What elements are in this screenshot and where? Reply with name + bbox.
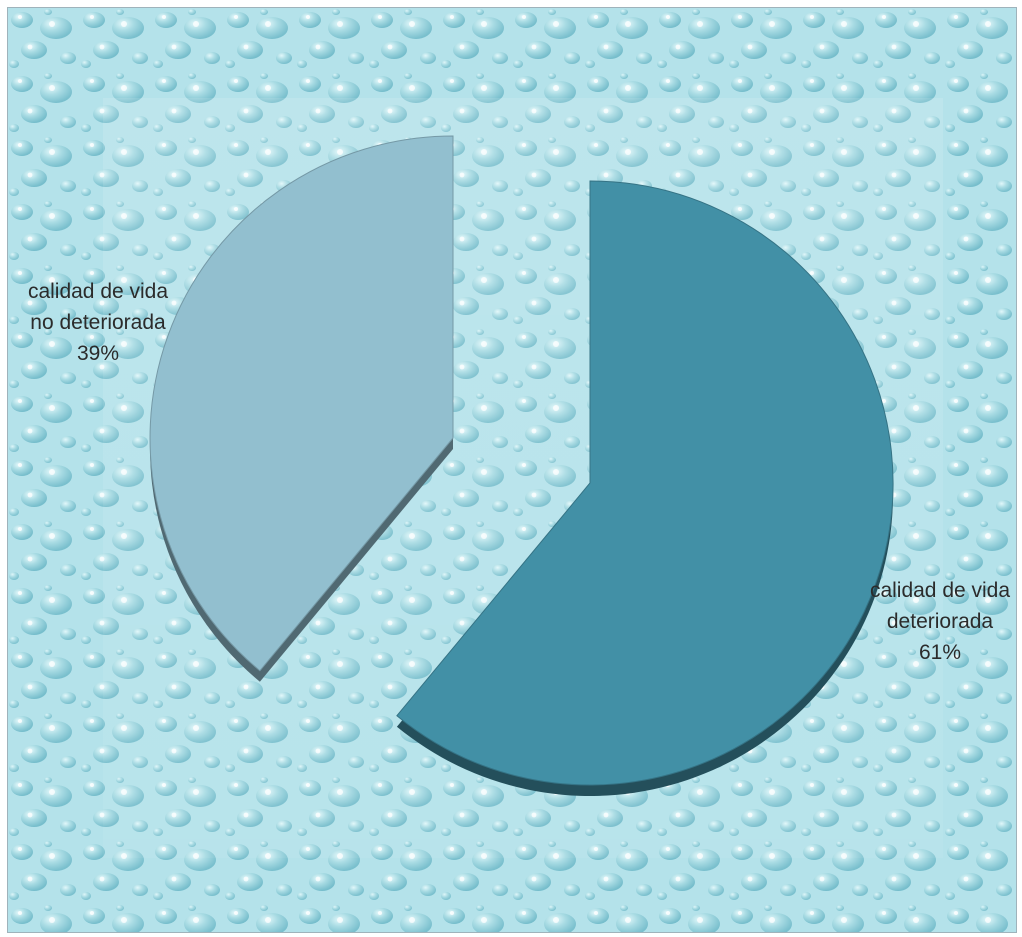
- slice-label-2: calidad de vida no deteriorada 39%: [28, 280, 168, 365]
- slice-label-line: calidad de vida: [870, 579, 1010, 602]
- slice-label-line: no deteriorada: [30, 311, 166, 334]
- pie-chart: calidad de vida deteriorada 61%calidad de …: [8, 8, 1016, 932]
- chart-area: calidad de vida deteriorada 61% calidad de …: [7, 7, 1017, 933]
- slice-label-line: calidad de vida: [28, 280, 168, 303]
- pie-slice-1[interactable]: [396, 180, 894, 786]
- slice-label-line: 61%: [919, 641, 961, 664]
- pie-slice-2[interactable]: [149, 135, 454, 672]
- slice-label-line: 39%: [77, 342, 119, 365]
- pie-slices: [149, 135, 894, 797]
- data-labels: calidad de vida deteriorada 61%calidad de …: [28, 280, 1010, 664]
- slice-label-1: calidad de vida deteriorada 61%: [870, 579, 1010, 664]
- slice-label-line: deteriorada: [887, 610, 994, 633]
